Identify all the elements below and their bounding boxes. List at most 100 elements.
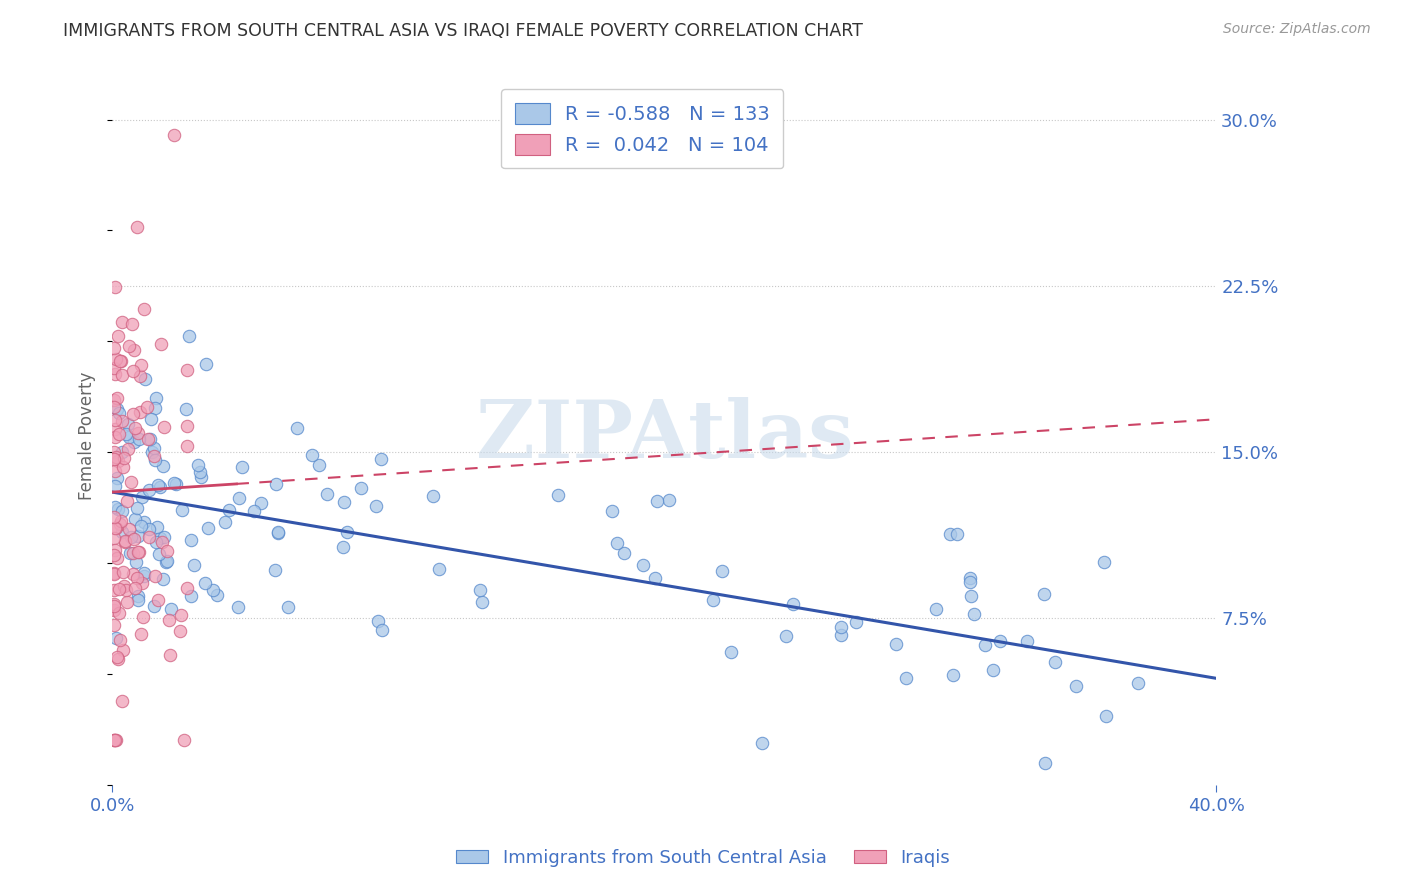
Point: [128, 545, 150, 559]
Point: [118, 430, 141, 444]
Point: [103, 342, 125, 356]
Point: [146, 478, 169, 492]
Point: [103, 582, 125, 597]
Point: [115, 595, 138, 609]
Point: [103, 532, 125, 546]
Point: [427, 562, 450, 576]
Point: [177, 329, 200, 343]
Point: [775, 629, 797, 643]
Point: [600, 504, 623, 518]
Point: [218, 502, 240, 516]
Point: [194, 575, 217, 590]
Point: [108, 354, 131, 368]
Text: IMMIGRANTS FROM SOUTH CENTRAL ASIA VS IRAQI FEMALE POVERTY CORRELATION CHART: IMMIGRANTS FROM SOUTH CENTRAL ASIA VS IR…: [63, 22, 863, 40]
Point: [129, 369, 152, 384]
Point: [226, 600, 249, 615]
Point: [104, 421, 127, 435]
Point: [963, 607, 986, 621]
Point: [658, 492, 681, 507]
Point: [103, 445, 125, 459]
Point: [942, 668, 965, 682]
Point: [107, 651, 129, 665]
Point: [132, 301, 155, 316]
Point: [127, 529, 149, 543]
Point: [959, 571, 981, 585]
Point: [120, 530, 142, 544]
Point: [1015, 633, 1038, 648]
Point: [134, 566, 156, 580]
Point: [111, 693, 134, 707]
Point: [111, 524, 134, 539]
Point: [111, 642, 134, 657]
Point: [121, 317, 143, 331]
Point: [1095, 708, 1118, 723]
Point: [134, 372, 156, 386]
Point: [146, 593, 169, 607]
Point: [468, 583, 491, 598]
Point: [228, 491, 250, 505]
Legend: R = -0.588   N = 133, R =  0.042   N = 104: R = -0.588 N = 133, R = 0.042 N = 104: [501, 89, 783, 169]
Point: [104, 464, 127, 478]
Point: [122, 435, 145, 450]
Point: [894, 671, 917, 685]
Point: [1035, 756, 1057, 770]
Point: [547, 488, 569, 502]
Point: [301, 448, 323, 462]
Point: [103, 603, 125, 617]
Point: [127, 571, 149, 585]
Point: [165, 477, 187, 491]
Point: [127, 426, 149, 441]
Point: [108, 606, 131, 620]
Point: [105, 391, 128, 405]
Point: [111, 504, 134, 518]
Point: [959, 589, 981, 603]
Point: [117, 442, 139, 456]
Point: [105, 550, 128, 565]
Point: [149, 531, 172, 545]
Point: [103, 733, 125, 747]
Point: [129, 627, 152, 641]
Point: [107, 453, 129, 467]
Point: [711, 564, 734, 578]
Point: [103, 733, 125, 747]
Point: [974, 638, 997, 652]
Point: [132, 569, 155, 583]
Point: [173, 733, 195, 747]
Point: [124, 582, 146, 596]
Point: [157, 613, 180, 627]
Point: [104, 352, 127, 367]
Point: [117, 493, 139, 508]
Point: [103, 400, 125, 414]
Point: [644, 571, 666, 585]
Point: [111, 315, 134, 329]
Point: [364, 500, 387, 514]
Point: [176, 418, 198, 433]
Point: [121, 546, 143, 560]
Point: [143, 401, 166, 415]
Y-axis label: Female Poverty: Female Poverty: [79, 371, 96, 500]
Point: [142, 599, 165, 614]
Point: [188, 465, 211, 479]
Point: [152, 459, 174, 474]
Point: [103, 361, 125, 376]
Point: [104, 367, 127, 381]
Point: [114, 533, 136, 548]
Point: [176, 581, 198, 595]
Point: [156, 543, 179, 558]
Point: [115, 426, 138, 441]
Point: [141, 445, 163, 459]
Point: [103, 566, 125, 580]
Point: [830, 628, 852, 642]
Point: [176, 363, 198, 377]
Point: [103, 618, 125, 632]
Point: [371, 624, 394, 638]
Point: [160, 602, 183, 616]
Point: [128, 432, 150, 446]
Point: [150, 535, 173, 549]
Point: [1092, 555, 1115, 569]
Point: [631, 558, 654, 572]
Point: [981, 663, 1004, 677]
Point: [122, 343, 145, 358]
Point: [267, 526, 290, 541]
Point: [422, 489, 444, 503]
